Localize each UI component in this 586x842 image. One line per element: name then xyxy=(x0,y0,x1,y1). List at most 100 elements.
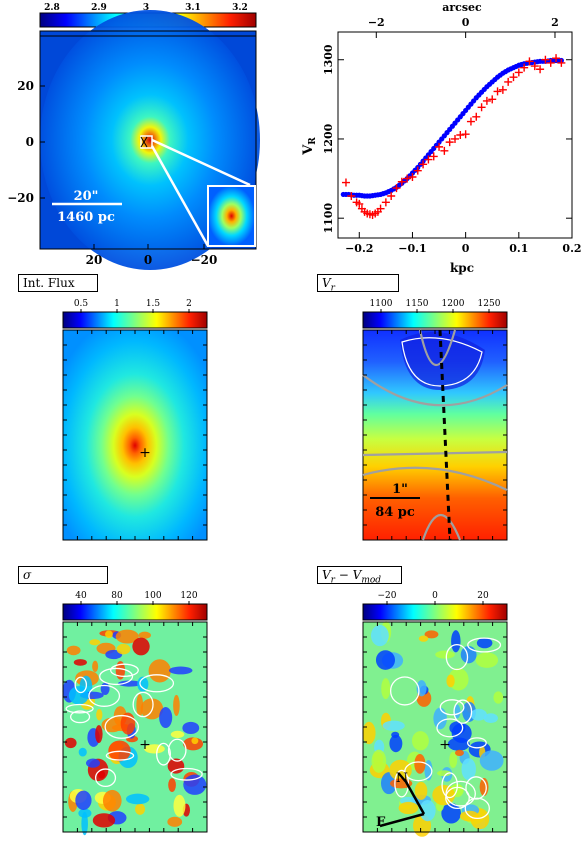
bottom-axis-label: kpc xyxy=(450,261,474,275)
compass-north-arrow xyxy=(403,779,426,815)
sigma-panel-label: σ xyxy=(18,566,108,584)
large-image-ytick-1: 0 xyxy=(26,135,34,149)
center-marker: + xyxy=(139,445,151,461)
measured-point xyxy=(541,55,550,64)
large-image-ytick-2: −20 xyxy=(7,191,34,205)
rotation-xtick-4: 0.2 xyxy=(562,242,581,255)
rotation-toptick-1: 0 xyxy=(462,16,470,29)
measured-point xyxy=(488,95,497,104)
compass-n-label: N xyxy=(396,771,408,786)
colorbar-sigma xyxy=(62,603,208,621)
flux-colorbar-tick-0: 0.5 xyxy=(74,299,89,309)
sigma-colorbar-tick-3: 120 xyxy=(180,591,197,601)
inset-region-box xyxy=(140,135,153,149)
vr-scale-pc: 84 pc xyxy=(375,505,415,520)
measured-point xyxy=(530,62,539,71)
large-image-colorbar-tick-4: 3.2 xyxy=(232,3,248,13)
large-image-xtick-1: 0 xyxy=(144,253,152,267)
residual-panel-label: Vr − Vmod xyxy=(317,566,402,585)
rotation-xtick-3: 0.1 xyxy=(509,242,528,255)
measured-point xyxy=(552,54,561,63)
measured-point xyxy=(347,192,356,201)
rotation-toptick-2: 2 xyxy=(551,16,559,29)
large-scale-image-panel: 2.8 2.9 3 3.1 3.2 20" 1460 pc 20 0 −20 20 0 −20 xyxy=(7,3,260,270)
velocity-colorbar-tick-0: 1100 xyxy=(370,299,393,309)
measured-point xyxy=(536,65,545,74)
rotation-ytick-0: 1100 xyxy=(322,203,335,234)
svg-text:+: + xyxy=(439,737,451,753)
large-image-colorbar-tick-3: 3.1 xyxy=(185,3,201,13)
sigma-colorbar-tick-0: 40 xyxy=(75,591,87,601)
measured-point xyxy=(482,96,491,105)
measured-point xyxy=(440,146,449,155)
measured-point xyxy=(445,138,454,147)
y-axis-label: VR xyxy=(301,137,318,156)
measured-point xyxy=(413,166,422,175)
measured-point xyxy=(456,131,465,139)
measured-point xyxy=(419,160,428,169)
measured-point xyxy=(392,184,401,193)
measured-point xyxy=(514,68,523,77)
large-image-xtick-2: −20 xyxy=(191,253,218,267)
measured-point xyxy=(546,58,555,67)
measured-point xyxy=(408,172,417,181)
scale-bar-arcsec: 20" xyxy=(74,189,99,204)
residual-colorbar-tick-0: −20 xyxy=(378,591,397,601)
measured-point xyxy=(403,174,412,183)
colorbar-residual xyxy=(362,603,508,621)
flux-map-panel: 0.5 1 1.5 2 + xyxy=(62,299,208,541)
large-image-colorbar-tick-0: 2.8 xyxy=(44,3,60,13)
flux-colorbar-tick-2: 1.5 xyxy=(146,299,161,309)
measured-point xyxy=(472,112,481,121)
sigma-colorbar-tick-1: 80 xyxy=(111,591,123,601)
velocity-map-panel: 1100 1150 1200 1250 1" 84 pc xyxy=(362,299,508,541)
measured-point xyxy=(355,199,364,208)
flux-panel-label: Int. Flux xyxy=(18,274,98,292)
rotation-curve-frame xyxy=(337,31,573,239)
measured-point xyxy=(557,58,566,67)
rotation-curve-panel: arcsec kpc VR −0.2 −0.1 0 0.1 0.2 −2 0 2 1100 120… xyxy=(301,1,582,275)
measured-point xyxy=(461,130,470,139)
velocity-colorbar-tick-2: 1200 xyxy=(442,299,465,309)
rotation-xtick-0: −0.2 xyxy=(345,242,373,255)
flux-colorbar-tick-1: 1 xyxy=(114,299,120,309)
sigma-colorbar-tick-2: 100 xyxy=(144,591,161,601)
inset-zoom-image xyxy=(207,185,256,247)
colorbar-velocity xyxy=(362,311,508,329)
velocity-colorbar-tick-3: 1250 xyxy=(478,299,501,309)
large-image-xtick-0: 20 xyxy=(86,253,103,267)
rotation-xtick-2: 0 xyxy=(462,242,470,255)
vr-scale-arcsec: 1" xyxy=(392,482,408,497)
svg-text:+: + xyxy=(139,737,151,753)
measured-point xyxy=(477,103,486,112)
rotation-ytick-2: 1300 xyxy=(322,44,335,75)
colorbar-flux xyxy=(62,311,208,329)
rotation-ytick-1: 1200 xyxy=(322,123,335,154)
top-axis-label: arcsec xyxy=(442,1,482,14)
rotation-xtick-1: −0.1 xyxy=(398,242,426,255)
dispersion-map-panel: 40 80 100 120 + xyxy=(62,591,208,836)
measured-point xyxy=(397,177,406,186)
rotation-toptick-0: −2 xyxy=(368,16,385,29)
large-image-ytick-0: 20 xyxy=(17,79,34,93)
scale-bar-pc: 1460 pc xyxy=(57,210,115,225)
measured-point xyxy=(466,117,475,126)
vr-panel-label: Vr xyxy=(317,274,399,293)
large-image-colorbar-tick-2: 3 xyxy=(143,3,149,13)
measured-point xyxy=(435,142,444,151)
measured-point xyxy=(424,155,433,164)
measured-point xyxy=(451,134,459,143)
measured-point xyxy=(341,178,350,187)
compass-east-arrow xyxy=(379,812,425,828)
residual-map-panel: −20 0 20 + N E xyxy=(362,591,508,837)
measured-point xyxy=(381,198,390,207)
measured-point xyxy=(525,57,534,66)
large-image-colorbar-tick-1: 2.9 xyxy=(91,3,107,13)
velocity-colorbar-tick-1: 1150 xyxy=(406,299,429,309)
measured-point xyxy=(504,77,513,86)
residual-colorbar-tick-2: 20 xyxy=(477,591,489,601)
residual-colorbar-tick-1: 0 xyxy=(432,591,438,601)
measured-point xyxy=(520,63,529,72)
flux-colorbar-tick-3: 2 xyxy=(186,299,192,309)
measured-point xyxy=(387,192,396,201)
